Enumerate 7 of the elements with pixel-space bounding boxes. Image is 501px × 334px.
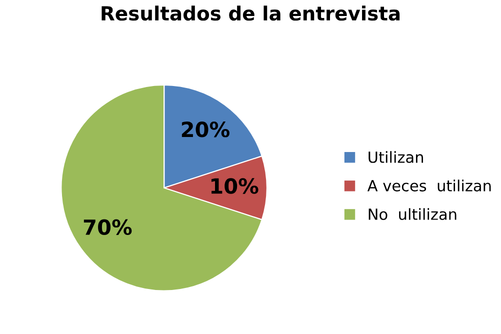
chart-title: Resultados de la entrevista (102, 6, 400, 21)
legend-label: A veces utilizan (367, 180, 491, 192)
data-label: 10% (211, 178, 258, 194)
legend-label: Utilizan (368, 151, 423, 163)
data-label: 70% (84, 219, 132, 236)
legend-label: No ultilizan (368, 208, 456, 220)
data-label: 20% (182, 122, 230, 138)
